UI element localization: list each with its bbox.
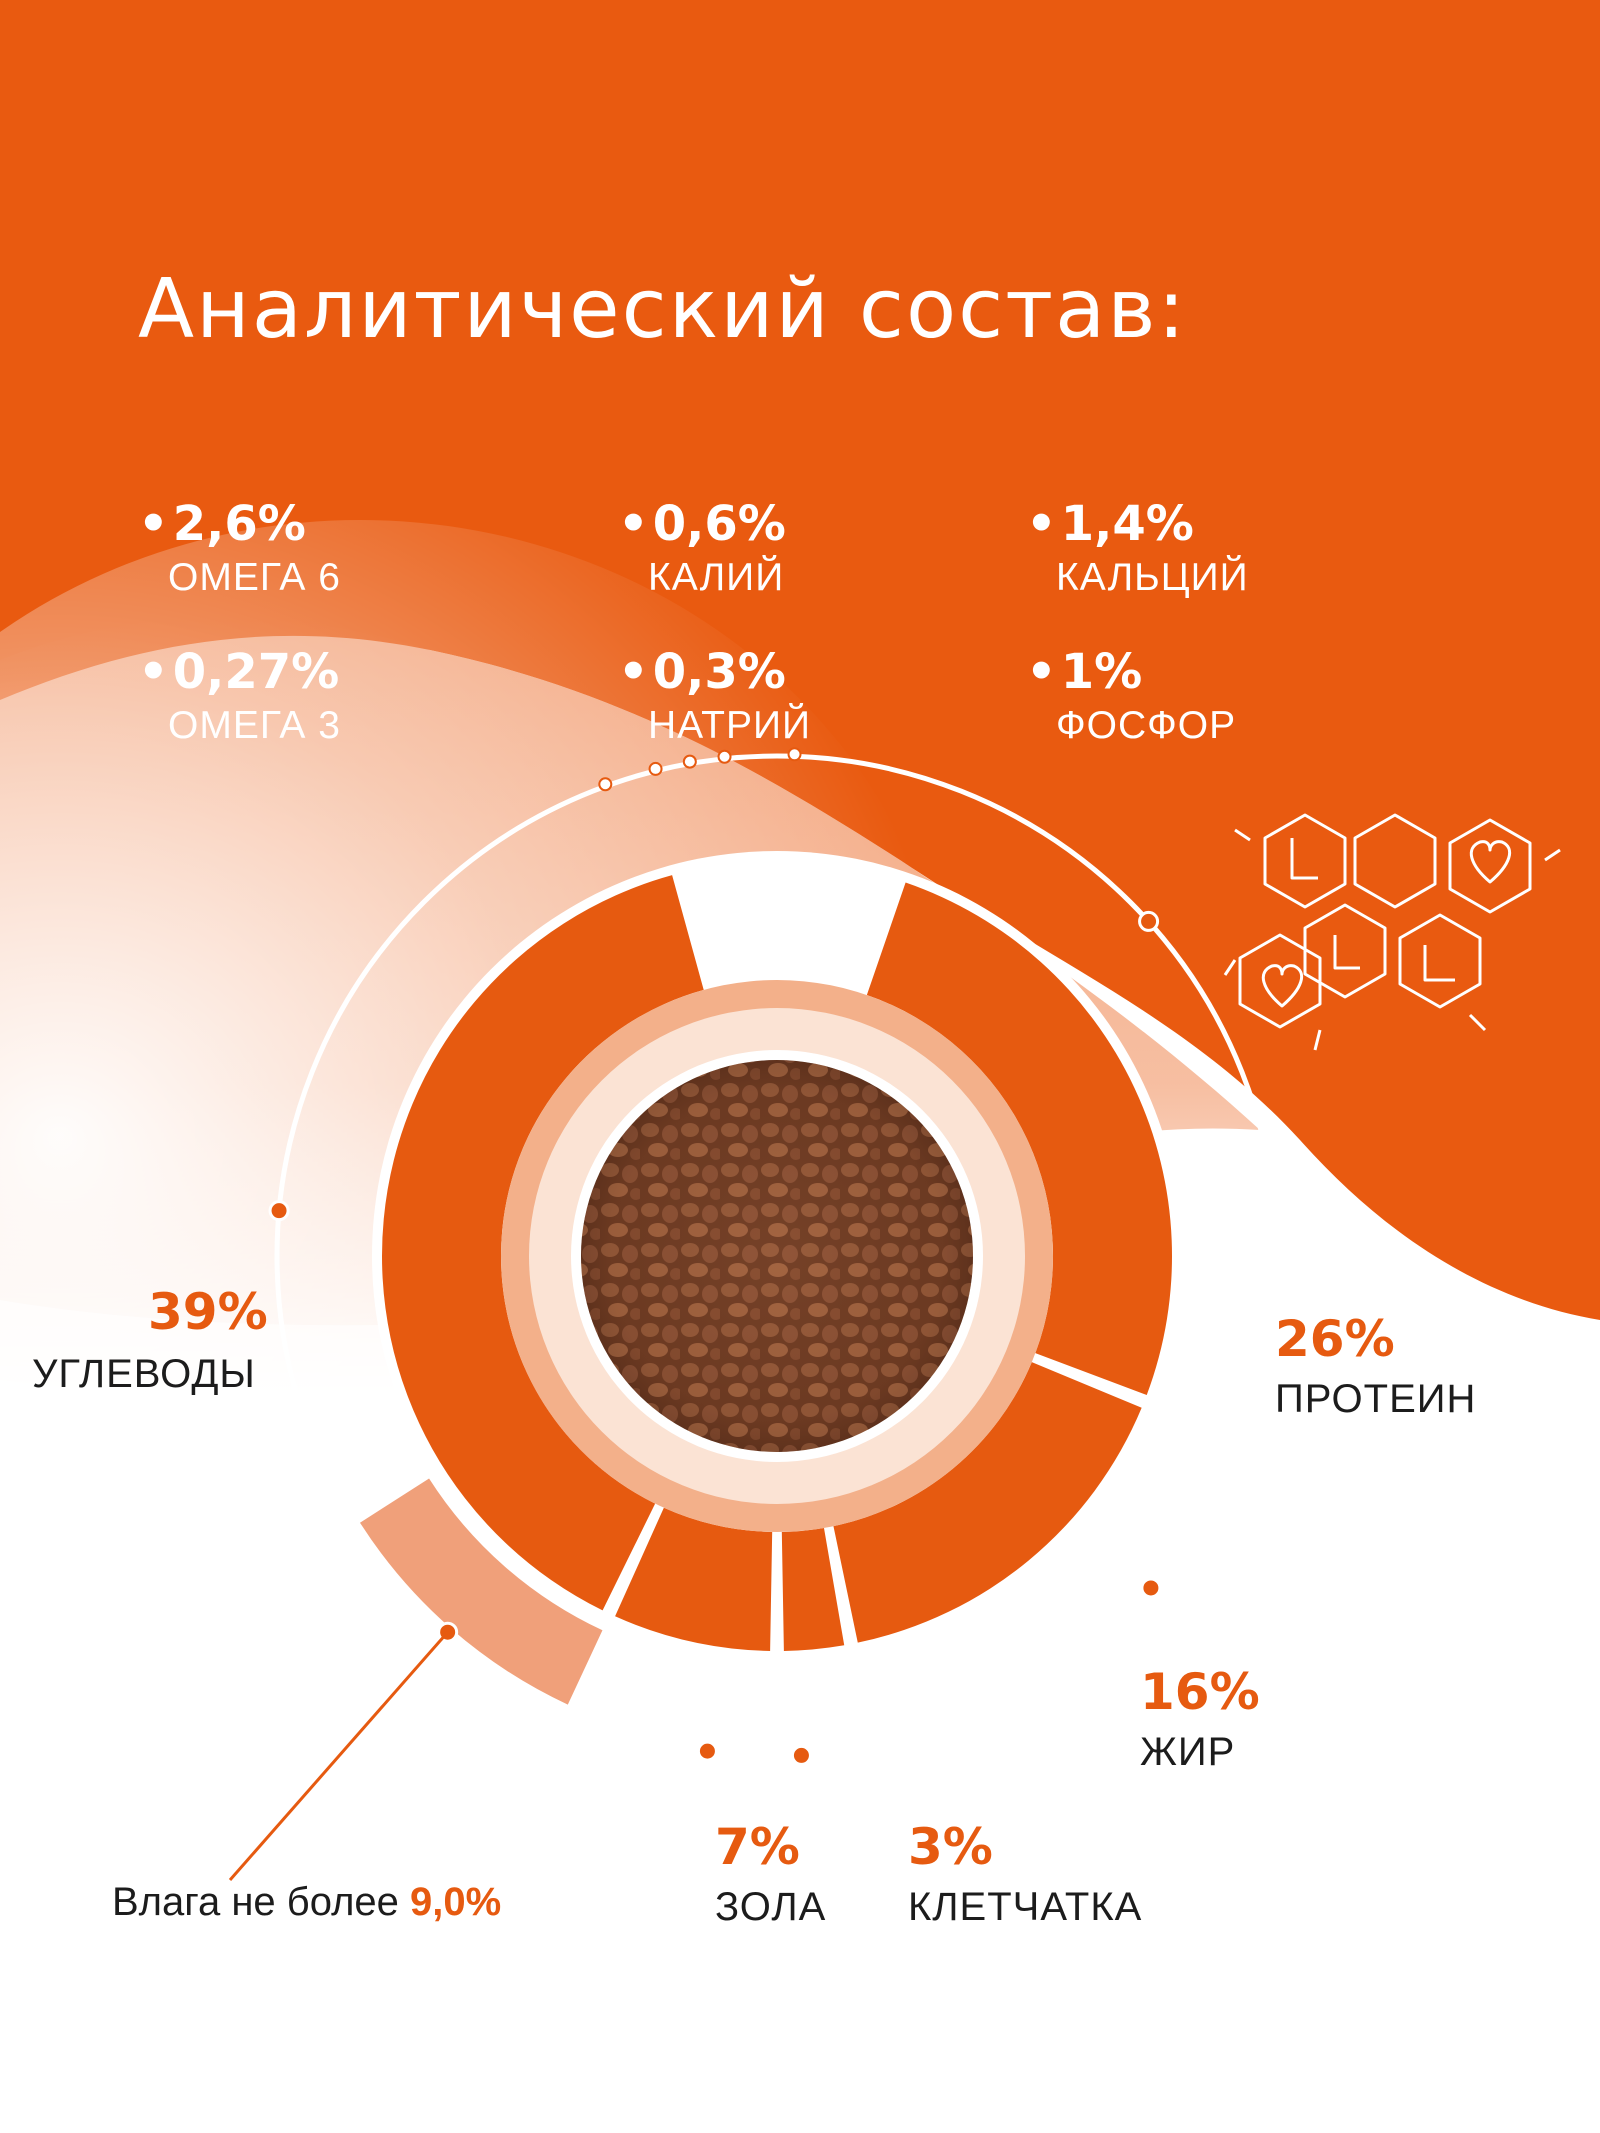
marker-fat (1140, 1577, 1162, 1599)
moisture-text: Влага не более (112, 1880, 399, 1924)
stat-phosphorus: •1% ФОСФОР (1026, 648, 1236, 748)
callout-name: УГЛЕВОДЫ (32, 1352, 256, 1396)
donut-segment-moisture (359, 1478, 603, 1705)
stat-value: 2,6% (172, 496, 306, 552)
callout-percent: 7% (715, 1818, 800, 1876)
callout-name: КЛЕТЧАТКА (908, 1885, 1143, 1929)
bullet-icon: • (618, 496, 649, 552)
moisture-leader-line (228, 1631, 449, 1881)
marker-minor-0 (598, 777, 613, 792)
stat-value: 1,4% (1060, 496, 1194, 552)
callout-protein: 26% ПРОТЕИН (1275, 1312, 1476, 1422)
callout-fat: 16% ЖИР (1140, 1665, 1260, 1775)
bullet-icon: • (138, 644, 169, 700)
bullet-icon: • (1026, 644, 1057, 700)
callout-name: ПРОТЕИН (1275, 1377, 1477, 1421)
marker-carbs (268, 1200, 290, 1222)
donut-segment-protein (866, 882, 1172, 1395)
stat-potassium: •0,6% КАЛИЙ (618, 500, 786, 600)
marker-fiber (790, 1744, 812, 1766)
callout-carbs-name: УГЛЕВОДЫ (32, 1342, 256, 1397)
marker-minor-1 (648, 761, 663, 776)
bullet-icon: • (138, 496, 169, 552)
stat-value: 0,6% (652, 496, 786, 552)
bullet-icon: • (1026, 496, 1057, 552)
marker-minor-4 (787, 747, 802, 762)
marker-ash (696, 1740, 718, 1762)
stat-omega6: •2,6% ОМЕГА 6 (138, 500, 341, 600)
stat-calcium: •1,4% КАЛЬЦИЙ (1026, 500, 1249, 600)
stat-label: КАЛЬЦИЙ (1056, 556, 1249, 599)
callout-percent: 26% (1275, 1310, 1395, 1368)
callout-name: ЖИР (1140, 1730, 1236, 1774)
marker-minor-3 (717, 749, 732, 764)
callout-name: ЗОЛА (715, 1885, 827, 1929)
moisture-note: Влага не более 9,0% (112, 1880, 501, 1925)
donut-segment-ash (615, 1507, 773, 1651)
marker-minor-2 (682, 754, 697, 769)
stat-value: 0,3% (652, 644, 786, 700)
stat-label: КАЛИЙ (648, 556, 785, 599)
stat-label: НАТРИЙ (648, 704, 812, 747)
page-title: Аналитический состав: (138, 262, 1188, 357)
stat-label: ФОСФОР (1056, 704, 1237, 747)
stat-value: 1% (1060, 644, 1143, 700)
donut-segment-fat (833, 1362, 1142, 1643)
callout-carbs: 39% (148, 1283, 268, 1341)
callout-percent: 16% (1140, 1663, 1260, 1721)
stat-label: ОМЕГА 6 (168, 556, 341, 599)
stat-sodium: •0,3% НАТРИЙ (618, 648, 811, 748)
callout-percent: 3% (908, 1818, 993, 1876)
moisture-value: 9,0% (410, 1880, 502, 1924)
callout-fiber: 3% КЛЕТЧАТКА (908, 1820, 1142, 1930)
donut-segment-fiber (781, 1527, 845, 1651)
stat-omega3: •0,27% ОМЕГА 3 (138, 648, 341, 748)
stat-value: 0,27% (172, 644, 340, 700)
outer-ring (274, 753, 1280, 1759)
donut-segment-carbs (381, 875, 704, 1611)
callout-percent: 39% (148, 1283, 268, 1341)
marker-protein (1138, 910, 1160, 932)
callout-ash: 7% ЗОЛА (715, 1820, 826, 1930)
molecule-heart-icon (1223, 813, 1561, 1051)
stat-label: ОМЕГА 3 (168, 704, 341, 747)
bullet-icon: • (618, 644, 649, 700)
